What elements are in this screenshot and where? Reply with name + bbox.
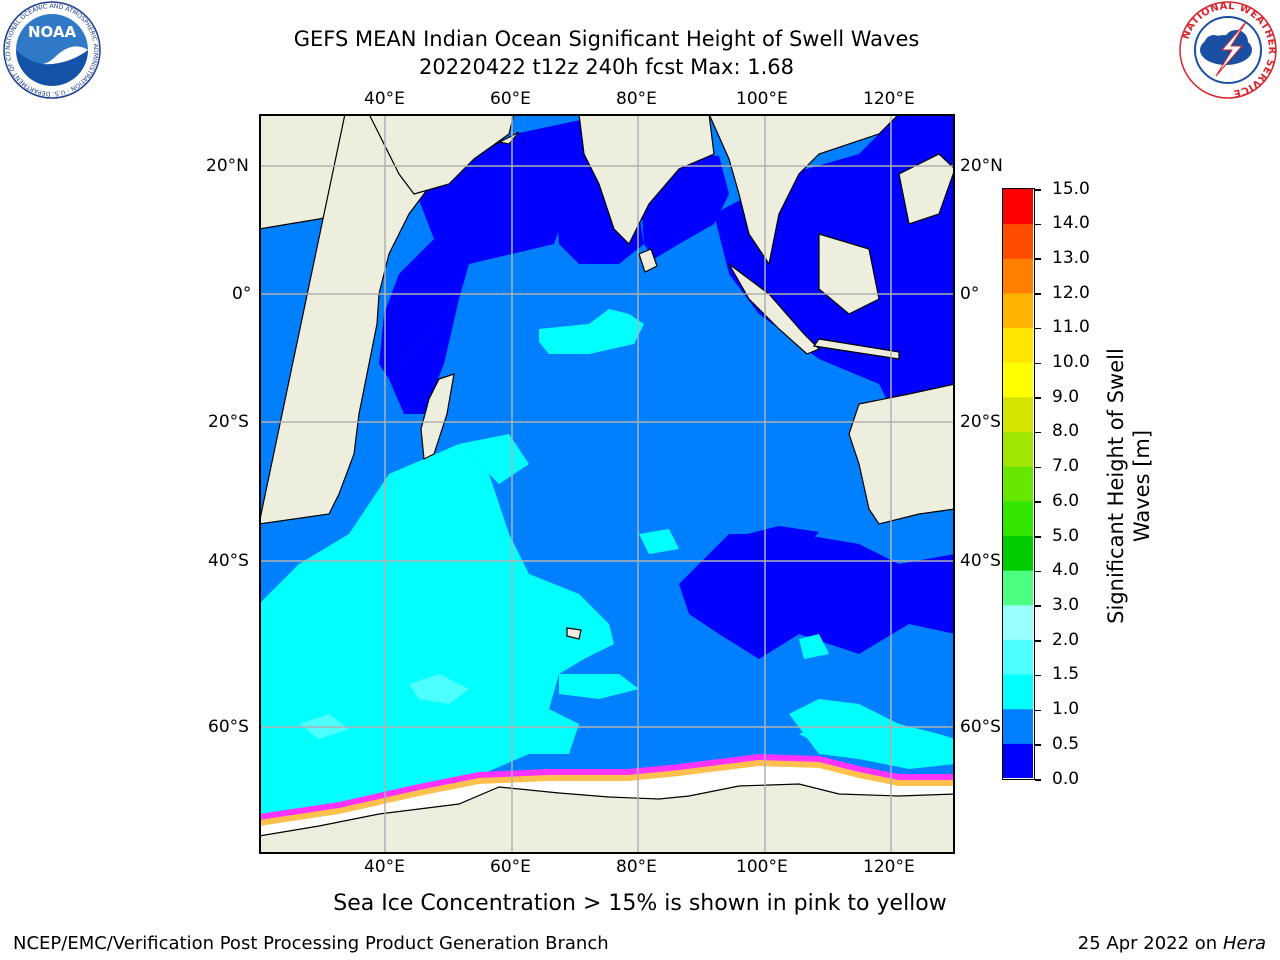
lon-label-bottom-120e: 120°E bbox=[863, 857, 915, 877]
colorbar-tick bbox=[1035, 640, 1041, 642]
colorbar-swatch bbox=[1003, 466, 1033, 502]
colorbar-swatch bbox=[1003, 396, 1033, 433]
colorbar-tick-label: 4.0 bbox=[1052, 560, 1080, 581]
map-frame bbox=[259, 114, 955, 854]
colorbar-tick-label: 10.0 bbox=[1052, 352, 1090, 373]
colorbar-tick bbox=[1035, 258, 1041, 260]
colorbar-swatch bbox=[1003, 708, 1033, 744]
date-text: 25 Apr 2022 on Hera bbox=[1078, 933, 1266, 954]
colorbar-tick-label: 6.0 bbox=[1052, 490, 1080, 511]
lat-label-left-0: 0° bbox=[232, 284, 252, 304]
lon-label-top-80e: 80°E bbox=[616, 89, 657, 109]
colorbar-tick bbox=[1035, 605, 1041, 607]
colorbar-tick bbox=[1035, 327, 1041, 330]
lon-label-bottom-60e: 60°E bbox=[490, 857, 531, 877]
lon-label-top-100e: 100°E bbox=[736, 89, 788, 109]
colorbar-tick-label: 11.0 bbox=[1052, 317, 1090, 338]
colorbar-swatch bbox=[1003, 674, 1033, 710]
colorbar-tick bbox=[1035, 501, 1041, 503]
lat-label-left-60s: 60°S bbox=[208, 717, 249, 737]
colorbar-tick bbox=[1035, 570, 1041, 573]
colorbar-tick bbox=[1035, 362, 1041, 365]
lon-label-top-120e: 120°E bbox=[863, 89, 915, 109]
colorbar-tick-label: 9.0 bbox=[1052, 386, 1080, 407]
lon-label-top-60e: 60°E bbox=[490, 89, 531, 109]
colorbar-title-line1: Significant Height of Swell bbox=[1104, 348, 1128, 624]
credit-text: NCEP/EMC/Verification Post Processing Pr… bbox=[13, 933, 609, 954]
colorbar-tick bbox=[1035, 744, 1041, 746]
colorbar-swatch bbox=[1003, 258, 1033, 294]
lat-label-right-60s: 60°S bbox=[960, 717, 1001, 737]
colorbar-tick bbox=[1035, 397, 1041, 399]
colorbar-tick-label: 0.5 bbox=[1052, 733, 1080, 754]
colorbar-tick bbox=[1035, 536, 1041, 538]
colorbar-swatch bbox=[1003, 223, 1033, 259]
lon-label-top-40e: 40°E bbox=[364, 89, 405, 109]
colorbar-tick bbox=[1035, 779, 1041, 781]
date-host: Hera bbox=[1222, 933, 1266, 954]
colorbar-tick-label: 12.0 bbox=[1052, 282, 1090, 303]
colorbar-tick-label: 0.0 bbox=[1052, 768, 1080, 789]
lat-label-left-40s: 40°S bbox=[208, 551, 249, 571]
colorbar-tick-label: 8.0 bbox=[1052, 421, 1080, 442]
lat-label-left-20n: 20°N bbox=[206, 156, 249, 176]
lat-label-right-20n: 20°N bbox=[960, 156, 1003, 176]
colorbar-tick bbox=[1035, 466, 1041, 469]
lat-label-left-20s: 20°S bbox=[208, 412, 249, 432]
lon-label-bottom-40e: 40°E bbox=[364, 857, 405, 877]
colorbar-swatch bbox=[1003, 292, 1033, 329]
colorbar-tick-label: 1.5 bbox=[1052, 664, 1080, 685]
colorbar-swatch bbox=[1003, 327, 1033, 363]
colorbar-tick bbox=[1035, 674, 1041, 677]
graticule bbox=[259, 114, 955, 854]
colorbar bbox=[1002, 188, 1035, 780]
colorbar-tick-label: 15.0 bbox=[1052, 178, 1090, 199]
colorbar-tick-label: 13.0 bbox=[1052, 247, 1090, 268]
colorbar-tick bbox=[1035, 293, 1041, 295]
colorbar-swatch bbox=[1003, 570, 1033, 606]
colorbar-title: Significant Height of Swell Waves [m] bbox=[1103, 336, 1155, 636]
colorbar-swatch bbox=[1003, 189, 1033, 225]
colorbar-tick bbox=[1035, 223, 1041, 226]
lon-label-bottom-80e: 80°E bbox=[616, 857, 657, 877]
noaa-logo: NOAA NATIONAL OCEANIC AND ATMOSPHERIC AD… bbox=[0, 0, 102, 100]
colorbar-swatch bbox=[1003, 362, 1033, 398]
colorbar-swatch bbox=[1003, 500, 1033, 536]
colorbar-tick bbox=[1035, 709, 1041, 712]
colorbar-tick bbox=[1035, 431, 1041, 434]
colorbar-tick-label: 3.0 bbox=[1052, 594, 1080, 615]
colorbar-title-line2: Waves [m] bbox=[1130, 429, 1154, 543]
swell-height-map bbox=[258, 113, 956, 855]
colorbar-swatch bbox=[1003, 743, 1033, 778]
colorbar-swatch bbox=[1003, 604, 1033, 640]
map-subtitle: 20220422 t12z 240h fcst Max: 1.68 bbox=[419, 55, 794, 79]
lon-label-bottom-100e: 100°E bbox=[736, 857, 788, 877]
date-prefix: 25 Apr 2022 on bbox=[1077, 933, 1223, 954]
lat-label-right-40s: 40°S bbox=[960, 551, 1001, 571]
colorbar-swatch bbox=[1003, 431, 1033, 467]
lat-label-right-20s: 20°S bbox=[960, 412, 1001, 432]
colorbar-swatch bbox=[1003, 639, 1033, 675]
colorbar-tick-label: 5.0 bbox=[1052, 525, 1080, 546]
colorbar-tick-label: 14.0 bbox=[1052, 213, 1090, 234]
colorbar-tick-label: 1.0 bbox=[1052, 699, 1080, 720]
sea-ice-note: Sea Ice Concentration > 15% is shown in … bbox=[333, 891, 947, 916]
svg-text:NOAA: NOAA bbox=[28, 23, 77, 41]
ocean-high-swell bbox=[259, 309, 955, 819]
nws-logo: NATIONAL WEATHER SERVICE bbox=[1178, 0, 1278, 100]
map-title: GEFS MEAN Indian Ocean Significant Heigh… bbox=[293, 27, 920, 51]
lat-label-right-0: 0° bbox=[960, 284, 980, 304]
colorbar-swatches bbox=[1003, 189, 1033, 778]
colorbar-tick-label: 7.0 bbox=[1052, 456, 1080, 477]
colorbar-swatch bbox=[1003, 535, 1033, 571]
colorbar-tick-label: 2.0 bbox=[1052, 629, 1080, 650]
colorbar-tick bbox=[1035, 189, 1041, 191]
map-panel bbox=[258, 113, 956, 855]
